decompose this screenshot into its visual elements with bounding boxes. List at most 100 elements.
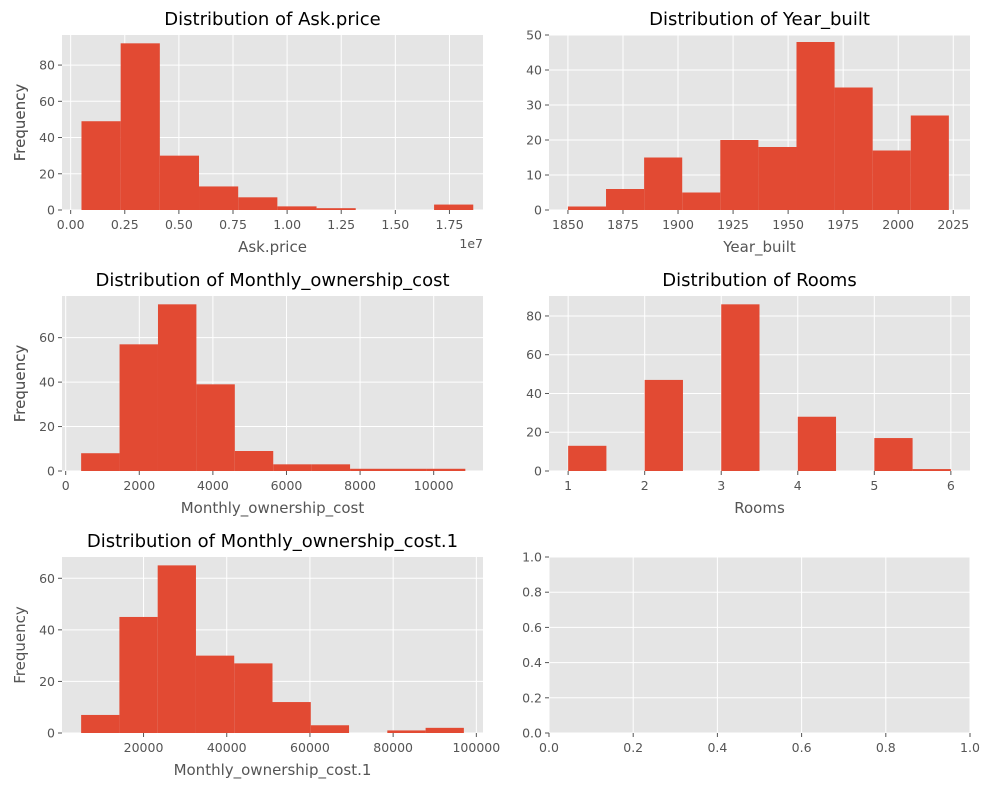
y-tick-label: 60 [39, 330, 55, 345]
x-tick-label: 80000 [373, 740, 413, 755]
x-tick-label: 1.50 [381, 217, 409, 232]
histogram-bar [797, 416, 837, 471]
histogram-bar [720, 140, 759, 210]
y-tick-label: 20 [39, 674, 55, 689]
y-tick-label: 20 [526, 425, 542, 440]
y-tick-label: 60 [39, 571, 55, 586]
x-tick-label: 0.00 [57, 217, 85, 232]
histogram-bar [872, 150, 911, 210]
histogram-bar [388, 468, 427, 471]
axes-background [549, 557, 970, 733]
y-tick-label: 60 [39, 94, 55, 109]
x-tick-label: 0.25 [111, 217, 139, 232]
histogram-bars [567, 42, 949, 210]
x-axis-label: Ask.price [238, 238, 307, 256]
x-tick-label: 2 [641, 478, 649, 493]
x-axis-label: Monthly_ownership_cost [181, 499, 365, 518]
y-tick-label: 0 [47, 726, 55, 741]
histogram-bar [425, 727, 464, 733]
histogram-bar [912, 469, 951, 471]
histogram-bar [567, 206, 607, 210]
panel-3: 0 2000 4000 6000 8000 10000 0 20 40 60 Distributio… [11, 270, 483, 518]
y-tick-label: 0.6 [522, 620, 542, 635]
x-tick-label: 2000 [882, 217, 914, 232]
y-tick-label: 50 [526, 28, 542, 43]
y-tick-label: 0.2 [522, 690, 542, 705]
x-tick-label: 0.75 [219, 217, 247, 232]
y-tick-label: 10 [526, 168, 542, 183]
histogram-bars [568, 304, 951, 471]
x-tick-label: 10000 [414, 478, 454, 493]
panel-5: 20000 40000 60000 80000 100000 0 20 40 60 Distrib… [11, 531, 500, 780]
x-tick-label: 20000 [124, 740, 164, 755]
histogram-bar [796, 42, 835, 210]
histogram-bar [159, 155, 200, 210]
y-tick-label: 0 [534, 464, 542, 479]
y-tick-label: 20 [526, 133, 542, 148]
x-tick-label: 1925 [717, 217, 749, 232]
x-tick-label: 0.4 [707, 740, 727, 755]
x-tick-label: 4 [794, 478, 802, 493]
x-tick-label: 1975 [827, 217, 859, 232]
histogram-bar [277, 206, 317, 210]
histogram-bar [721, 304, 760, 471]
histogram-bar [568, 445, 607, 471]
x-tick-label: 100000 [452, 740, 500, 755]
x-tick-label: 1.75 [436, 217, 464, 232]
histogram-bar [273, 464, 312, 471]
chart-title: Distribution of Year_built [649, 9, 870, 30]
x-axis-label: Monthly_ownership_cost.1 [174, 761, 372, 780]
x-tick-label: 0.50 [165, 217, 193, 232]
y-tick-label: 60 [526, 347, 542, 362]
histogram-bar [195, 655, 235, 733]
histogram-bar [157, 565, 196, 733]
chart-title: Distribution of Monthly_ownership_cost [95, 270, 449, 291]
y-tick-label: 40 [39, 130, 55, 145]
y-tick-label: 40 [526, 63, 542, 78]
y-tick-label: 30 [526, 98, 542, 113]
x-tick-label: 6 [947, 478, 955, 493]
y-axis-label: Frequency [11, 345, 29, 423]
x-tick-label: 1875 [607, 217, 639, 232]
histogram-bar [234, 451, 274, 471]
panel-2: 1850 1875 1900 1925 1950 1975 2000 2025 0 10 20 30 4… [11, 9, 970, 257]
x-tick-label: 0.0 [539, 740, 559, 755]
x-tick-label: 1.00 [273, 217, 301, 232]
x-tick-label: 2000 [123, 478, 155, 493]
y-tick-label: 40 [39, 622, 55, 637]
y-tick-label: 0 [47, 464, 55, 479]
histogram-bar [81, 121, 121, 210]
histogram-bar [311, 464, 351, 471]
x-tick-label: 40000 [207, 740, 247, 755]
y-tick-label: 0.8 [522, 585, 542, 600]
x-tick-label: 1.0 [960, 740, 980, 755]
histogram-bars [81, 565, 464, 733]
y-tick-label: 0 [47, 203, 55, 218]
x-tick-label: 1 [564, 478, 572, 493]
y-axis-label: Frequency [11, 84, 29, 162]
histogram-bar [81, 453, 120, 471]
x-tick-label: 1850 [552, 217, 584, 232]
panel-6: 0.0 0.2 0.4 0.6 0.8 1.0 0.0 0.2 0.4 0.6 0.8 1.0 [522, 550, 980, 756]
panel-1: 0.00 0.25 0.50 0.75 1.00 1.25 1.50 1.75 0 20 40 60 8… [11, 9, 483, 256]
histogram-bar [81, 714, 120, 733]
histogram-bar [910, 115, 949, 210]
histogram-bar [387, 730, 426, 733]
chart-title: Distribution of Rooms [662, 270, 856, 291]
x-offset-label: 1e7 [459, 236, 483, 251]
histogram-bars [81, 304, 466, 471]
y-axis-label: Frequency [11, 606, 29, 684]
y-tick-label: 20 [39, 419, 55, 434]
histogram-bar [234, 663, 273, 733]
histogram-bar [758, 147, 797, 210]
x-tick-label: 2025 [937, 217, 969, 232]
x-tick-label: 8000 [344, 478, 376, 493]
histogram-bar [272, 702, 311, 733]
histogram-bar [426, 468, 466, 471]
histogram-bar [644, 379, 683, 471]
histogram-bar [434, 204, 474, 210]
x-tick-label: 0 [62, 478, 70, 493]
y-tick-label: 0.4 [522, 655, 542, 670]
